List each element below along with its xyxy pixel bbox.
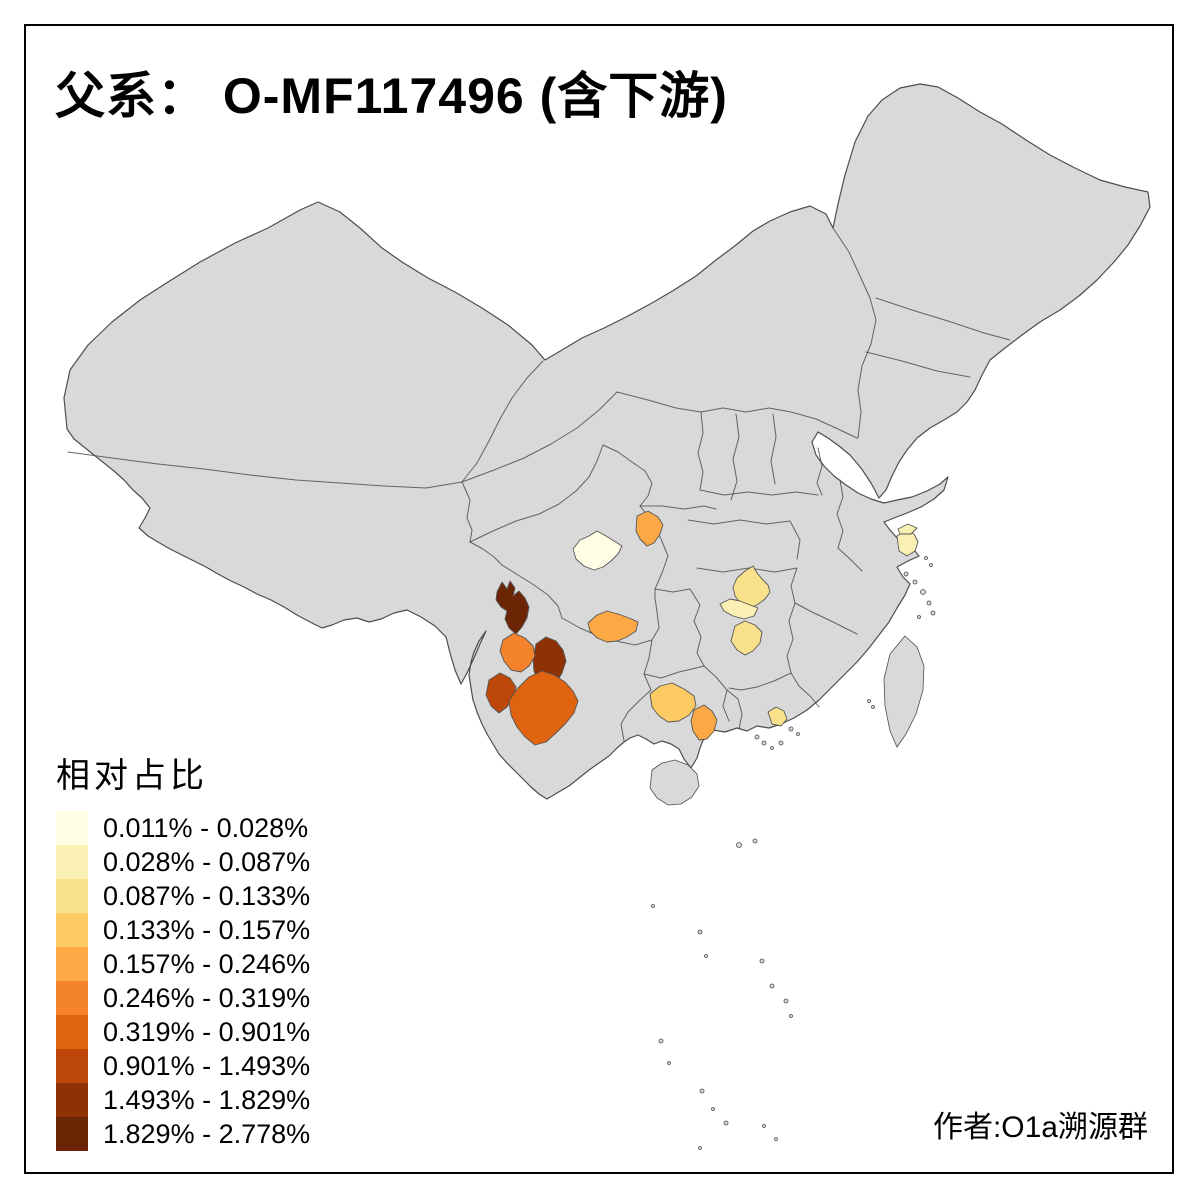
- legend-row: 0.087% - 0.133%: [56, 879, 310, 913]
- legend-rows: 0.011% - 0.028% 0.028% - 0.087% 0.087% -…: [56, 811, 310, 1151]
- legend-class-label: 0.319% - 0.901%: [103, 1016, 311, 1047]
- legend-row: 1.829% - 2.778%: [56, 1117, 310, 1151]
- legend-swatch: [56, 811, 88, 845]
- legend-row: 0.901% - 1.493%: [56, 1049, 310, 1083]
- legend-swatch: [56, 1083, 88, 1117]
- legend-class-label: 1.493% - 1.829%: [103, 1084, 311, 1115]
- legend-row: 0.028% - 0.087%: [56, 845, 310, 879]
- map-region: [587, 610, 639, 643]
- map-region: [719, 598, 759, 620]
- map-region: [897, 523, 918, 535]
- legend-class-label: 0.901% - 1.493%: [103, 1050, 311, 1081]
- map-region: [690, 704, 718, 741]
- legend-class-label: 0.246% - 0.319%: [103, 982, 311, 1013]
- map-region: [649, 682, 697, 723]
- legend-swatch: [56, 1117, 88, 1151]
- author-credit: 作者:O1a溯源群: [932, 1111, 1148, 1144]
- legend-swatch: [56, 947, 88, 981]
- legend-swatch: [56, 913, 88, 947]
- islands: [649, 635, 925, 806]
- legend-row: 0.319% - 0.901%: [56, 1015, 310, 1049]
- map-region: [495, 580, 530, 635]
- legend-row: 1.493% - 1.829%: [56, 1083, 310, 1117]
- map-region: [635, 510, 664, 547]
- map-region: [767, 706, 788, 727]
- map-region: [499, 632, 536, 673]
- legend-class-label: 0.028% - 0.087%: [103, 846, 311, 877]
- hainan-island: [649, 759, 700, 806]
- legend-class-label: 0.157% - 0.246%: [103, 948, 311, 979]
- legend-swatch: [56, 1049, 88, 1083]
- map-region: [508, 670, 579, 746]
- taiwan-island: [883, 635, 925, 748]
- map-region: [732, 565, 771, 609]
- mainland-outline: [63, 83, 1151, 800]
- legend-title: 相对占比: [56, 757, 208, 795]
- legend-swatch: [56, 845, 88, 879]
- legend-row: 0.157% - 0.246%: [56, 947, 310, 981]
- map-region: [572, 530, 623, 571]
- legend-class-label: 0.087% - 0.133%: [103, 880, 311, 911]
- page-title: 父系： O-MF117496 (含下游): [55, 68, 728, 124]
- legend-class-label: 1.829% - 2.778%: [103, 1118, 311, 1149]
- legend-class-label: 0.011% - 0.028%: [103, 812, 309, 843]
- highlighted-regions: [485, 510, 919, 746]
- legend-class-label: 0.133% - 0.157%: [103, 914, 311, 945]
- legend-swatch: [56, 1015, 88, 1049]
- legend-row: 0.133% - 0.157%: [56, 913, 310, 947]
- map-region: [730, 620, 763, 656]
- legend-row: 0.011% - 0.028%: [56, 811, 310, 845]
- legend: 相对占比 0.011% - 0.028% 0.028% - 0.087% 0.0…: [56, 748, 310, 1151]
- small-islets: [651, 556, 936, 1150]
- legend-swatch: [56, 879, 88, 913]
- legend-swatch: [56, 981, 88, 1015]
- legend-row: 0.246% - 0.319%: [56, 981, 310, 1015]
